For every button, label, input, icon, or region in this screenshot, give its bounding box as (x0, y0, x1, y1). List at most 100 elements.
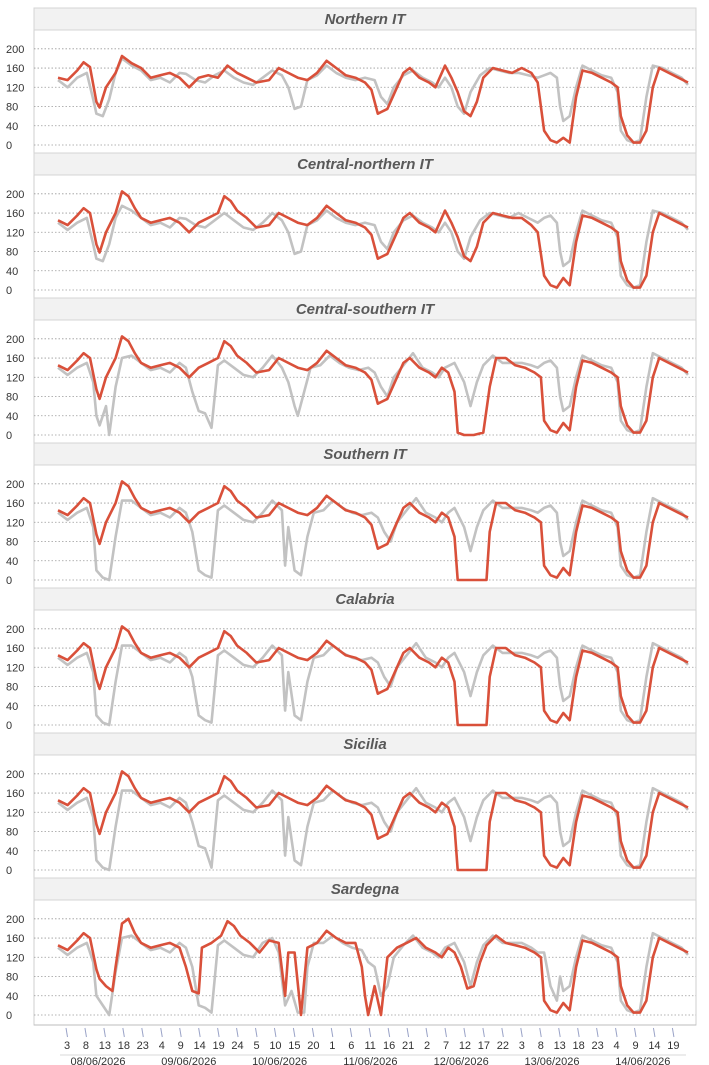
x-hour-label: 15 (288, 1040, 300, 1052)
panel-title: Northern IT (325, 11, 408, 28)
x-tick-mark (292, 1027, 296, 1038)
series-line-red (57, 190, 689, 289)
y-tick-label: 80 (6, 682, 18, 694)
panel-title: Calabria (335, 591, 394, 608)
x-hour-label: 19 (212, 1040, 224, 1052)
y-tick-label: 120 (6, 807, 24, 819)
y-tick-label: 120 (6, 227, 24, 239)
x-hour-label: 21 (402, 1040, 414, 1052)
x-tick-mark (387, 1027, 391, 1038)
x-tick-mark (103, 1027, 106, 1038)
x-tick-mark (406, 1027, 410, 1038)
x-tick-mark (520, 1027, 523, 1038)
y-tick-label: 120 (6, 517, 24, 529)
x-hour-label: 9 (178, 1040, 184, 1052)
series-line-red (57, 54, 689, 144)
x-tick-mark (160, 1027, 163, 1038)
series-line-red (57, 625, 689, 727)
y-tick-label: 40 (6, 411, 18, 423)
series-line-gray (57, 204, 689, 289)
x-hour-label: 13 (554, 1040, 566, 1052)
y-tick-label: 80 (6, 537, 18, 549)
x-tick-mark (198, 1027, 201, 1038)
panel-title: Southern IT (323, 446, 408, 463)
x-hour-label: 13 (99, 1040, 111, 1052)
x-hour-label: 24 (231, 1040, 243, 1052)
x-hour-label: 3 (519, 1040, 525, 1052)
x-tick-mark (463, 1027, 466, 1038)
series-line-gray (57, 57, 689, 144)
panel-title: Central-southern IT (296, 301, 436, 318)
y-tick-label: 40 (6, 701, 18, 713)
y-tick-label: 40 (6, 266, 18, 278)
x-hour-label: 6 (348, 1040, 354, 1052)
x-hour-label: 8 (538, 1040, 544, 1052)
y-tick-label: 120 (6, 952, 24, 964)
y-tick-label: 0 (6, 285, 12, 297)
x-hour-label: 17 (478, 1040, 490, 1052)
y-tick-label: 160 (6, 498, 24, 510)
x-hour-label: 23 (591, 1040, 603, 1052)
x-hour-label: 14 (194, 1040, 206, 1052)
panel-title-strip (33, 297, 697, 321)
panel-title-strip (33, 7, 697, 31)
x-date-label: 14/06/2026 (615, 1056, 670, 1065)
panel-title-strip (33, 442, 697, 466)
x-date-label: 13/06/2026 (524, 1056, 579, 1065)
y-tick-label: 200 (6, 44, 24, 56)
y-tick-label: 200 (6, 769, 24, 781)
x-tick-mark (444, 1027, 447, 1038)
x-hour-label: 20 (307, 1040, 319, 1052)
x-tick-mark (84, 1027, 87, 1038)
y-tick-label: 80 (6, 247, 18, 259)
y-tick-label: 0 (6, 1010, 12, 1022)
panel-title-strip (33, 732, 697, 756)
y-tick-label: 160 (6, 643, 24, 655)
x-tick-mark (349, 1027, 353, 1038)
series-line-gray (57, 351, 689, 437)
panel-title: Central-northern IT (297, 156, 435, 173)
x-tick-mark (577, 1027, 580, 1038)
series-line-red (57, 480, 689, 582)
y-tick-label: 0 (6, 430, 12, 442)
y-tick-label: 160 (6, 353, 24, 365)
x-hour-label: 1 (329, 1040, 335, 1052)
x-hour-label: 18 (573, 1040, 585, 1052)
x-tick-mark (615, 1027, 618, 1038)
x-hour-label: 8 (83, 1040, 89, 1052)
x-tick-mark (311, 1027, 315, 1038)
x-date-label: 12/06/2026 (434, 1056, 489, 1065)
x-tick-mark (122, 1027, 125, 1038)
y-tick-label: 160 (6, 933, 24, 945)
x-tick-mark (596, 1027, 599, 1038)
panel-title: Sardegna (331, 881, 399, 898)
x-hour-label: 7 (443, 1040, 449, 1052)
panel-title-strip (33, 587, 697, 611)
y-tick-label: 80 (6, 102, 18, 114)
x-hour-label: 4 (159, 1040, 165, 1052)
y-tick-label: 80 (6, 827, 18, 839)
x-tick-mark (652, 1027, 656, 1038)
x-date-label: 08/06/2026 (70, 1056, 125, 1065)
x-tick-mark (539, 1027, 542, 1038)
y-tick-label: 0 (6, 575, 12, 587)
x-tick-mark (255, 1027, 258, 1038)
x-date-label: 10/06/2026 (252, 1056, 307, 1065)
x-hour-label: 11 (364, 1040, 375, 1052)
y-tick-label: 160 (6, 208, 24, 220)
panel-title: Sicilia (343, 736, 386, 753)
x-tick-mark (179, 1027, 182, 1038)
x-tick-mark (65, 1027, 68, 1038)
y-tick-label: 0 (6, 720, 12, 732)
y-tick-label: 200 (6, 914, 24, 926)
y-tick-label: 200 (6, 189, 24, 201)
x-hour-label: 22 (497, 1040, 509, 1052)
y-tick-label: 200 (6, 624, 24, 636)
x-tick-mark (482, 1027, 485, 1038)
x-tick-mark (236, 1027, 239, 1038)
y-tick-label: 200 (6, 479, 24, 491)
y-tick-label: 40 (6, 121, 18, 133)
x-hour-label: 2 (424, 1040, 430, 1052)
